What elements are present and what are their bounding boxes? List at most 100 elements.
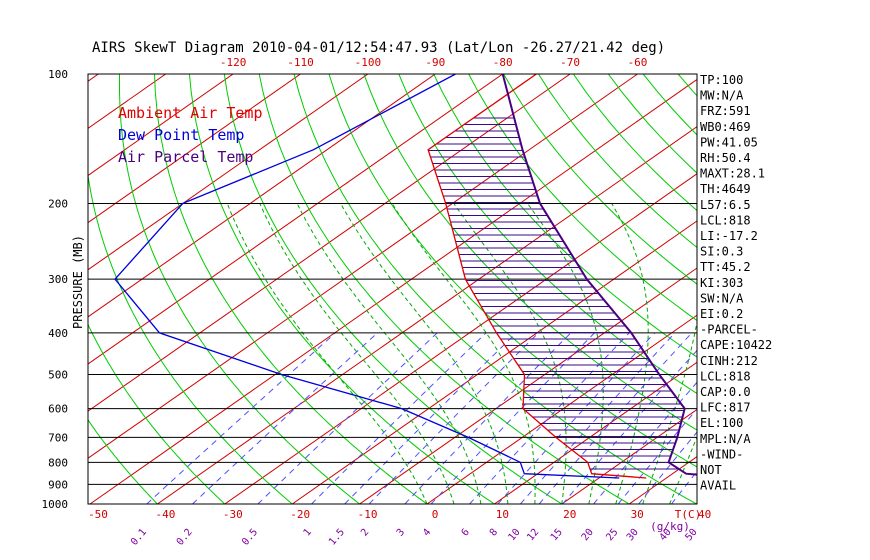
bottom-temp-tick-label: 10 (496, 508, 509, 521)
dry-adiabat-line (818, 74, 870, 513)
top-temp-tick-label: -120 (220, 56, 247, 69)
legend-entry: Ambient Air Temp (118, 104, 263, 122)
pressure-tick-label: 400 (48, 327, 68, 340)
isotherm-line (88, 74, 369, 271)
legend-entry: Dew Point Temp (118, 126, 244, 144)
dry-adiabat-line (88, 172, 293, 504)
isotherm-lines (0, 74, 697, 504)
dry-adiabat-line (154, 74, 428, 504)
bottom-temp-tick-label: -20 (290, 508, 310, 521)
isotherm-line (494, 361, 697, 504)
isotherm-line (291, 220, 697, 504)
isotherm-line (426, 314, 697, 504)
parcel-temp-line (501, 74, 697, 476)
dry-adiabat-line (119, 74, 361, 504)
isotherm-line (89, 78, 697, 504)
cape-hatch (428, 117, 685, 470)
dry-adiabat-line (783, 74, 870, 513)
mixing-ratio-tick-label: 15 (549, 527, 565, 543)
isotherm-line (88, 74, 638, 459)
index-value: TH:4649 (700, 182, 751, 196)
bottom-temp-tick-label: -50 (88, 508, 108, 521)
mixing-ratio-tick-label: 6 (460, 527, 472, 539)
pressure-tick-label: 700 (48, 431, 68, 444)
mixing-ratio-tick-label: 4 (421, 527, 433, 539)
isotherm-line (0, 74, 31, 504)
index-value: LFC:817 (700, 401, 751, 415)
index-value: LI:-17.2 (700, 229, 758, 243)
isotherm-line (157, 126, 697, 504)
index-value: RH:50.4 (700, 151, 751, 165)
mixing-ratio-tick-label: 30 (625, 527, 641, 543)
top-temp-tick-label: -90 (425, 56, 445, 69)
pressure-tick-label: 800 (48, 456, 68, 469)
index-value: TP:100 (700, 73, 743, 87)
y-axis-label: PRESSURE (MB) (71, 235, 85, 329)
bottom-temp-tick-label: 30 (631, 508, 644, 521)
pressure-tick-label: 500 (48, 369, 68, 382)
bottom-temp-tick-label: 40 (698, 508, 711, 521)
index-value: MW:N/A (700, 89, 744, 103)
dry-adiabat-line (748, 74, 870, 513)
index-value: KI:303 (700, 276, 743, 290)
bottom-temp-tick-label: -40 (155, 508, 175, 521)
index-value: -WIND- (700, 447, 743, 461)
isotherm-line (359, 267, 697, 504)
index-value: MPL:N/A (700, 432, 751, 446)
index-value: CINH:212 (700, 354, 758, 368)
top-temp-tick-label: -60 (628, 56, 648, 69)
pressure-tick-label: 100 (48, 68, 68, 81)
pressure-tick-label: 200 (48, 197, 68, 210)
index-value: EL:100 (700, 416, 743, 430)
dry-adiabat-line (258, 74, 631, 504)
dry-adiabat-line (853, 74, 870, 513)
isotherm-line (88, 74, 234, 177)
legend-entry: Air Parcel Temp (118, 148, 253, 166)
moist-adiabat-line (669, 435, 697, 504)
bottom-temp-tick-label: 0 (432, 508, 439, 521)
mixing-ratio-tick-label: 2 (359, 527, 371, 539)
index-value: LCL:818 (700, 213, 751, 227)
index-value: CAP:0.0 (700, 385, 751, 399)
index-value: AVAIL (700, 479, 736, 493)
mixing-ratio-tick-label: 20 (580, 527, 596, 543)
mixing-ratio-line (311, 332, 487, 504)
dry-adiabat-line (328, 74, 697, 468)
mixing-ratio-tick-label: 10 (507, 527, 523, 543)
chart-title: AIRS SkewT Diagram 2010-04-01/12:54:47.9… (92, 40, 665, 56)
moist-adiabat-line (296, 203, 482, 504)
bottom-temp-tick-label: -30 (223, 508, 243, 521)
mixing-ratio-unit-label: (g/kg) (650, 520, 690, 533)
top-temp-tick-label: -70 (560, 56, 580, 69)
index-value: EI:0.2 (700, 307, 743, 321)
mixing-ratio-tick-label: 0.2 (175, 527, 195, 548)
isotherm-line (561, 408, 697, 504)
index-value: CAPE:10422 (700, 338, 772, 352)
plot-frame (87, 73, 698, 505)
dry-adiabat-line (88, 419, 159, 504)
index-value: -PARCEL- (700, 323, 758, 337)
bottom-temp-tick-label: 20 (563, 508, 576, 521)
mixing-ratio-tick-label: 1.5 (327, 527, 347, 548)
index-value: PW:41.05 (700, 135, 758, 149)
mixing-ratio-tick-label: 3 (395, 527, 407, 539)
isotherm-line (88, 74, 571, 412)
isotherm-line (88, 74, 503, 365)
index-value: MAXT:28.1 (700, 167, 765, 181)
dry-adiabat-line (88, 323, 226, 504)
ambient-temp-line (427, 74, 647, 479)
pressure-tick-label: 300 (48, 273, 68, 286)
top-temp-tick-label: -100 (355, 56, 382, 69)
pressure-tick-label: 1000 (42, 498, 69, 511)
dry-adiabat-line (363, 74, 697, 431)
dry-adiabat-line (293, 74, 697, 504)
dry-adiabat-line (223, 74, 563, 504)
moist-adiabat-line (226, 203, 428, 504)
mixing-ratio-tick-label: 12 (525, 527, 541, 543)
dry-adiabat-line (468, 74, 697, 322)
dry-adiabat-lines (88, 74, 870, 513)
index-value: FRZ:591 (700, 104, 751, 118)
mixing-ratio-tick-label: 0.5 (240, 527, 260, 548)
